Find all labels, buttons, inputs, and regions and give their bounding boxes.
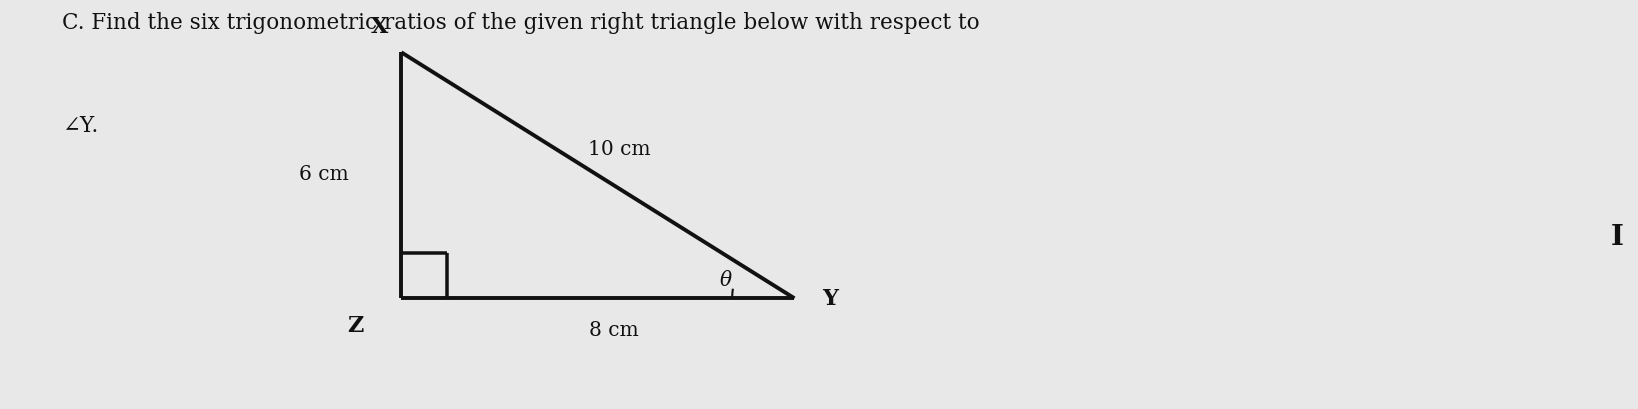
Text: Z: Z	[347, 314, 364, 336]
Text: 6 cm: 6 cm	[300, 164, 349, 183]
Text: 10 cm: 10 cm	[588, 140, 650, 159]
Text: C. Find the six trigonometric ratios of the given right triangle below with resp: C. Find the six trigonometric ratios of …	[62, 12, 980, 34]
Text: ∠Y.: ∠Y.	[62, 115, 98, 137]
Text: Y: Y	[822, 288, 839, 310]
Text: X: X	[372, 16, 388, 38]
Text: θ: θ	[719, 271, 732, 290]
Text: 8 cm: 8 cm	[590, 320, 639, 339]
Text: I: I	[1610, 224, 1623, 251]
